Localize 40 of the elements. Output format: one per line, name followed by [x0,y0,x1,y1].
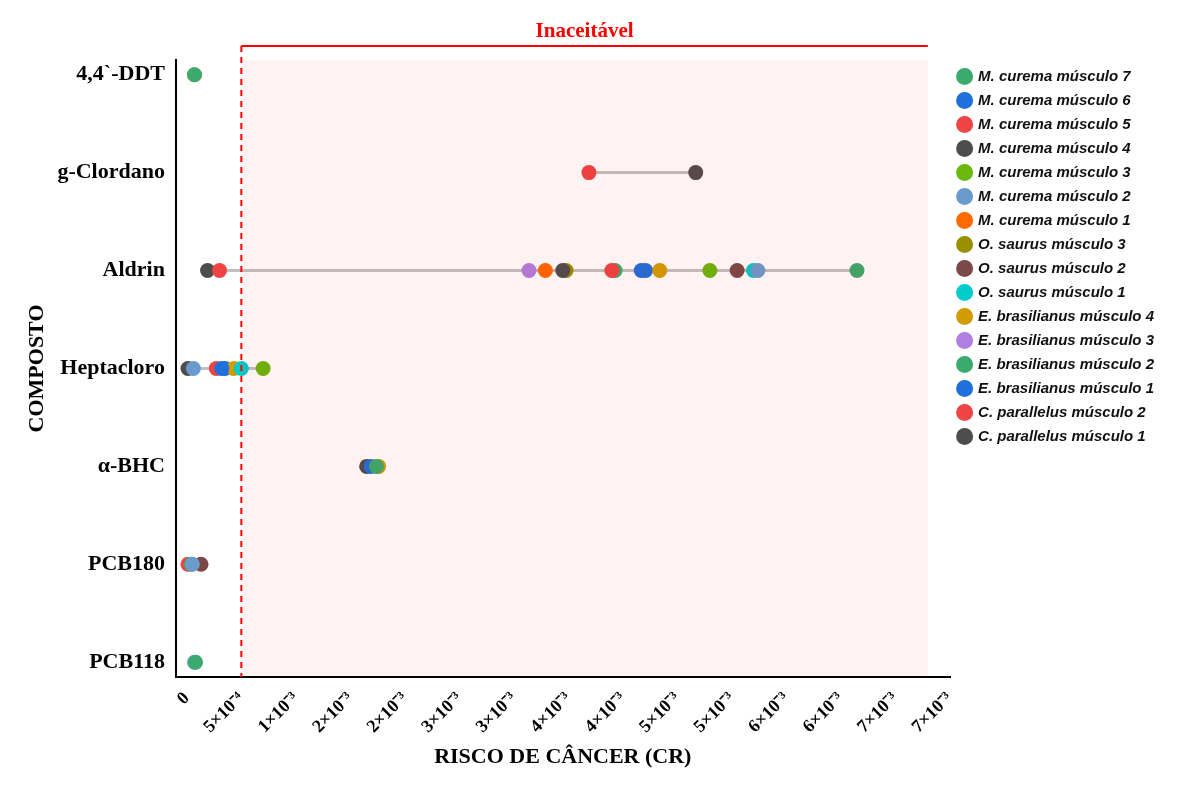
legend-label: O. saurus músculo 1 [978,282,1126,300]
x-tick-label: 0 [172,687,193,709]
y-tick-label: 4,4`-DDT [76,60,166,86]
legend-label: M. curema músculo 7 [978,66,1132,84]
x-axis-title: RISCO DE CÂNCER (CR) [434,743,692,769]
point [652,263,668,279]
band-label: Inaceitável [535,17,634,42]
point [849,263,865,279]
y-axis-title: COMPOSTO [22,304,48,433]
y-tick-label: g-Clordano [57,158,165,184]
y-tick-label: Aldrin [102,256,165,282]
legend-label: M. curema músculo 1 [978,210,1131,228]
legend-label: C. parallelus músculo 1 [978,426,1146,444]
point [521,263,537,279]
legend-label: E. brasilianus músculo 2 [978,354,1155,372]
point [255,360,271,376]
legend-label: E. brasilianus músculo 3 [978,330,1155,348]
y-tick-label: PCB180 [87,550,165,575]
point [185,360,201,376]
legend-label: E. brasilianus músculo 4 [978,306,1155,324]
point [702,263,718,279]
legend-label: O. saurus músculo 3 [978,234,1127,252]
point [581,165,597,181]
y-tick-label: Heptacloro [60,354,165,380]
point [212,263,228,279]
legend-label: C. parallelus músculo 2 [978,402,1147,420]
legend-label: M. curema músculo 6 [978,90,1132,108]
point [729,263,745,279]
point [537,263,553,279]
legend-label: O. saurus músculo 2 [978,258,1127,276]
legend-label: M. curema músculo 5 [978,114,1132,132]
y-tick-label: α-BHC [97,452,165,478]
point [750,263,766,279]
legend-label: M. curema músculo 2 [978,186,1132,204]
y-tick-label: PCB118 [89,647,165,673]
legend-label: E. brasilianus músculo 1 [978,378,1155,396]
point [233,360,249,376]
legend-label: M. curema músculo 4 [978,138,1132,156]
point [688,165,704,181]
legend-label: M. curema músculo 3 [978,162,1132,180]
